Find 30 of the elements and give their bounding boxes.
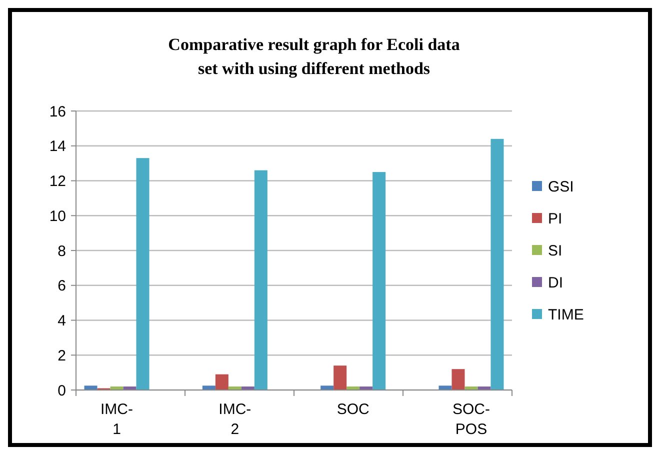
bar: [84, 386, 98, 390]
bar: [136, 158, 150, 390]
bar: [202, 386, 216, 390]
x-tick-label: IMC-2: [218, 401, 252, 438]
bar: [372, 172, 386, 390]
x-tick-label: IMC-1: [100, 401, 134, 438]
bar: [490, 138, 504, 390]
bar: [334, 366, 347, 390]
chart-title: Comparative result graph for Ecoli data set with using different methods: [168, 35, 460, 78]
bar: [254, 170, 268, 390]
y-tick-label: 6: [58, 278, 66, 295]
bar: [215, 374, 228, 390]
legend-label: DI: [548, 274, 563, 292]
y-tick-label: 0: [58, 382, 66, 400]
y-tick-label: 4: [58, 312, 66, 330]
bar: [452, 369, 465, 390]
bar: [438, 386, 452, 390]
legend-label: PI: [548, 210, 562, 228]
legend-label: TIME: [548, 306, 584, 324]
y-tick-label: 10: [49, 208, 66, 225]
x-tick-label: SOC-POS: [452, 401, 490, 438]
x-tick-label: SOC: [336, 401, 370, 418]
y-tick-label: 12: [49, 173, 66, 190]
bar: [320, 386, 334, 390]
legend-label: GSI: [548, 178, 574, 196]
legend-label: SI: [548, 242, 562, 260]
y-tick-label: 16: [49, 103, 66, 120]
y-tick-label: 2: [58, 347, 66, 364]
y-tick-label: 8: [58, 242, 66, 260]
y-tick-label: 14: [49, 138, 66, 156]
